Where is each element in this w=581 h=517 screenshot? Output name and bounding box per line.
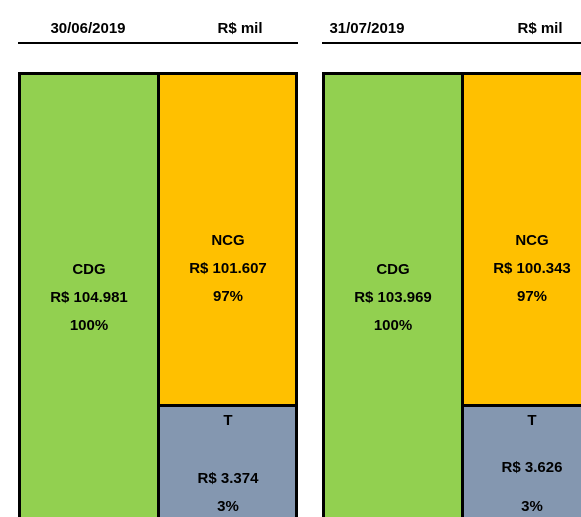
ncg-value: R$ 100.343 <box>493 260 571 277</box>
panel: 30/06/2019 R$ mil CDG R$ 104.981 100% NC… <box>18 20 298 517</box>
cdg-label: CDG <box>72 261 105 278</box>
t-pct: 3% <box>521 498 543 515</box>
t-pct: 3% <box>217 498 239 515</box>
cdg-value: R$ 103.969 <box>354 289 432 306</box>
t-label: T <box>527 412 536 429</box>
ncg-value: R$ 101.607 <box>189 260 267 277</box>
ncg-block <box>157 72 298 407</box>
cdg-pct: 100% <box>70 317 108 334</box>
t-block <box>157 404 298 517</box>
t-label: T <box>223 412 232 429</box>
ncg-label: NCG <box>515 232 548 249</box>
cdg-pct: 100% <box>374 317 412 334</box>
ncg-block <box>461 72 581 407</box>
ncg-label: NCG <box>211 232 244 249</box>
ncg-pct: 97% <box>517 288 547 305</box>
ncg-pct: 97% <box>213 288 243 305</box>
t-block <box>461 404 581 517</box>
panel: 31/07/2019 R$ mil CDG R$ 103.969 100% NC… <box>322 20 581 517</box>
cdg-value: R$ 104.981 <box>50 289 128 306</box>
panel-unit: R$ mil <box>517 20 562 37</box>
cdg-block <box>322 72 464 517</box>
panel-date: 30/06/2019 <box>50 20 125 37</box>
t-value: R$ 3.374 <box>198 470 260 487</box>
panel-unit: R$ mil <box>217 20 262 37</box>
panel-date: 31/07/2019 <box>329 20 404 37</box>
cdg-label: CDG <box>376 261 409 278</box>
t-value: R$ 3.626 <box>502 459 563 476</box>
